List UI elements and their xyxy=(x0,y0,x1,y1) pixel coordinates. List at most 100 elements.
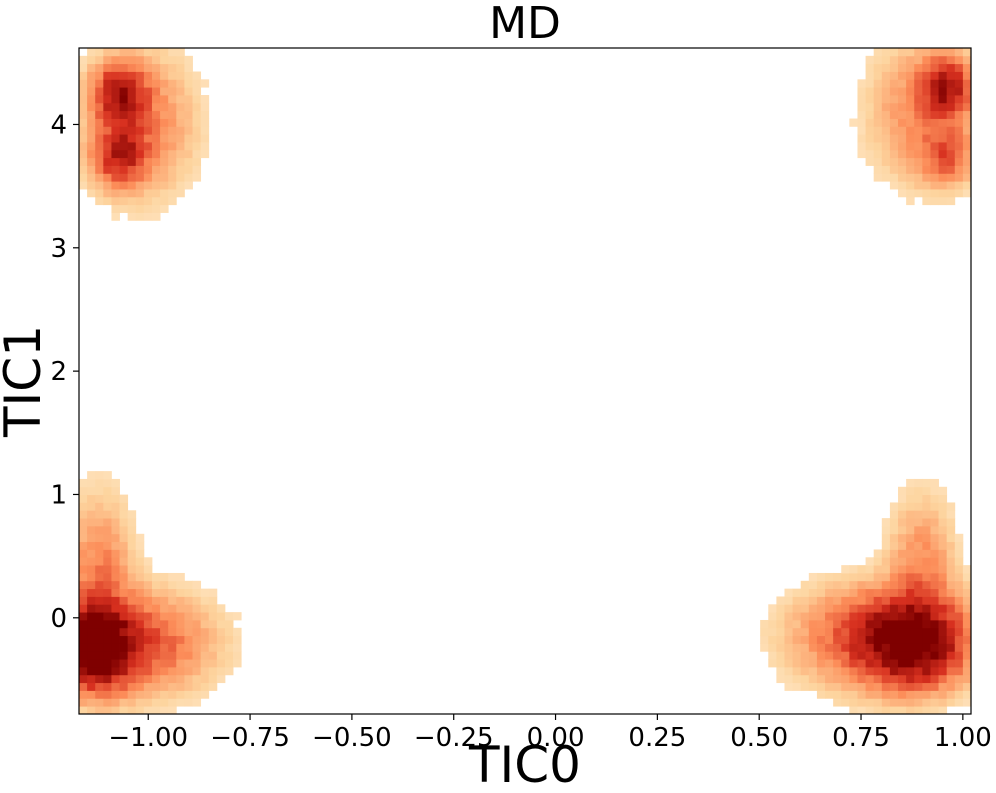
heatmap-cell xyxy=(776,651,785,660)
heatmap-cell xyxy=(889,596,899,605)
heatmap-cell xyxy=(946,126,956,135)
heatmap-cell xyxy=(938,549,948,558)
heatmap-cell xyxy=(143,142,153,151)
heatmap-cell xyxy=(176,690,185,699)
heatmap-cell xyxy=(922,533,931,543)
heatmap-cell xyxy=(808,596,818,605)
heatmap-cell xyxy=(119,682,129,691)
heatmap-cell xyxy=(151,690,161,699)
heatmap-cell xyxy=(95,149,104,159)
heatmap-cell xyxy=(208,588,218,597)
heatmap-cell xyxy=(865,572,875,582)
heatmap-cell xyxy=(922,698,931,707)
heatmap-cell xyxy=(954,557,964,566)
heatmap-cell xyxy=(881,541,891,550)
heatmap-cell xyxy=(889,63,899,72)
heatmap-cell xyxy=(216,651,226,660)
heatmap-cell xyxy=(881,651,891,660)
heatmap-cell xyxy=(95,580,104,590)
heatmap-cell xyxy=(103,565,112,574)
heatmap-cell xyxy=(906,557,915,566)
heatmap-cell xyxy=(889,518,899,527)
heatmap-cell xyxy=(119,142,129,151)
heatmap-cell xyxy=(889,635,899,644)
heatmap-cell xyxy=(873,706,883,715)
heatmap-cell xyxy=(946,651,956,660)
heatmap-cell xyxy=(127,87,137,96)
heatmap-cell xyxy=(962,118,972,127)
heatmap-cell xyxy=(176,682,185,691)
heatmap-cell xyxy=(160,619,169,629)
heatmap-cell xyxy=(87,502,96,511)
heatmap-cell xyxy=(808,604,818,613)
heatmap-cell xyxy=(176,134,185,143)
heatmap-cell xyxy=(792,682,802,691)
heatmap-cell xyxy=(841,596,850,605)
heatmap-cell xyxy=(873,87,883,96)
heatmap-cell xyxy=(938,604,948,613)
heatmap-cell xyxy=(176,149,185,159)
heatmap-cell xyxy=(103,612,112,621)
heatmap-cell xyxy=(111,212,120,221)
heatmap-cell xyxy=(954,71,964,80)
heatmap-cell xyxy=(946,643,956,652)
heatmap-cell xyxy=(168,612,177,621)
heatmap-cell xyxy=(906,63,915,72)
heatmap-cell xyxy=(79,627,88,637)
heatmap-cell xyxy=(898,486,907,496)
heatmap-cell xyxy=(200,110,210,119)
heatmap-cell xyxy=(914,48,923,57)
heatmap-cell xyxy=(119,149,129,159)
heatmap-cell xyxy=(135,48,145,57)
heatmap-cell xyxy=(800,674,810,684)
heatmap-cell xyxy=(784,682,793,691)
heatmap-cell xyxy=(914,118,923,127)
heatmap-cell xyxy=(898,596,907,605)
heatmap-cell xyxy=(784,651,793,660)
heatmap-cell xyxy=(119,95,129,104)
heatmap-cell xyxy=(160,596,169,605)
heatmap-cell xyxy=(898,134,907,143)
heatmap-cell xyxy=(946,588,956,597)
heatmap-cell xyxy=(816,682,826,691)
heatmap-cell xyxy=(849,596,858,605)
heatmap-cell xyxy=(192,659,202,668)
heatmap-cell xyxy=(792,674,802,684)
heatmap-cell xyxy=(865,95,875,104)
heatmap-cell xyxy=(825,643,834,652)
heatmap-cell xyxy=(898,502,907,511)
heatmap-cell xyxy=(184,612,193,621)
heatmap-cell xyxy=(176,588,185,597)
heatmap-cell xyxy=(192,142,202,151)
heatmap-cell xyxy=(906,196,915,206)
heatmap-cell xyxy=(881,173,891,182)
heatmap-cell xyxy=(962,627,972,637)
heatmap-cell xyxy=(151,63,161,72)
heatmap-cell xyxy=(922,549,931,558)
heatmap-cell xyxy=(816,690,826,699)
heatmap-cell xyxy=(184,87,193,96)
heatmap-cell xyxy=(216,635,226,644)
heatmap-cell xyxy=(898,63,907,72)
heatmap-cell xyxy=(176,48,185,57)
heatmap-cell xyxy=(954,580,964,590)
heatmap-cell xyxy=(954,666,964,676)
heatmap-cell xyxy=(151,71,161,80)
heatmap-cell xyxy=(898,87,907,96)
heatmap-cell xyxy=(914,110,923,119)
heatmap-cell xyxy=(151,659,161,668)
heatmap-cell xyxy=(176,580,185,590)
heatmap-cell xyxy=(87,706,96,715)
heatmap-cell xyxy=(816,627,826,637)
heatmap-cell xyxy=(127,572,137,582)
heatmap-cell xyxy=(151,619,161,629)
heatmap-cell xyxy=(898,142,907,151)
heatmap-cell xyxy=(103,588,112,597)
heatmap-cell xyxy=(881,580,891,590)
heatmap-cell xyxy=(135,212,145,221)
heatmap-cell xyxy=(127,118,137,127)
heatmap-cell xyxy=(135,110,145,119)
heatmap-cell xyxy=(216,659,226,668)
heatmap-cell xyxy=(111,189,120,198)
